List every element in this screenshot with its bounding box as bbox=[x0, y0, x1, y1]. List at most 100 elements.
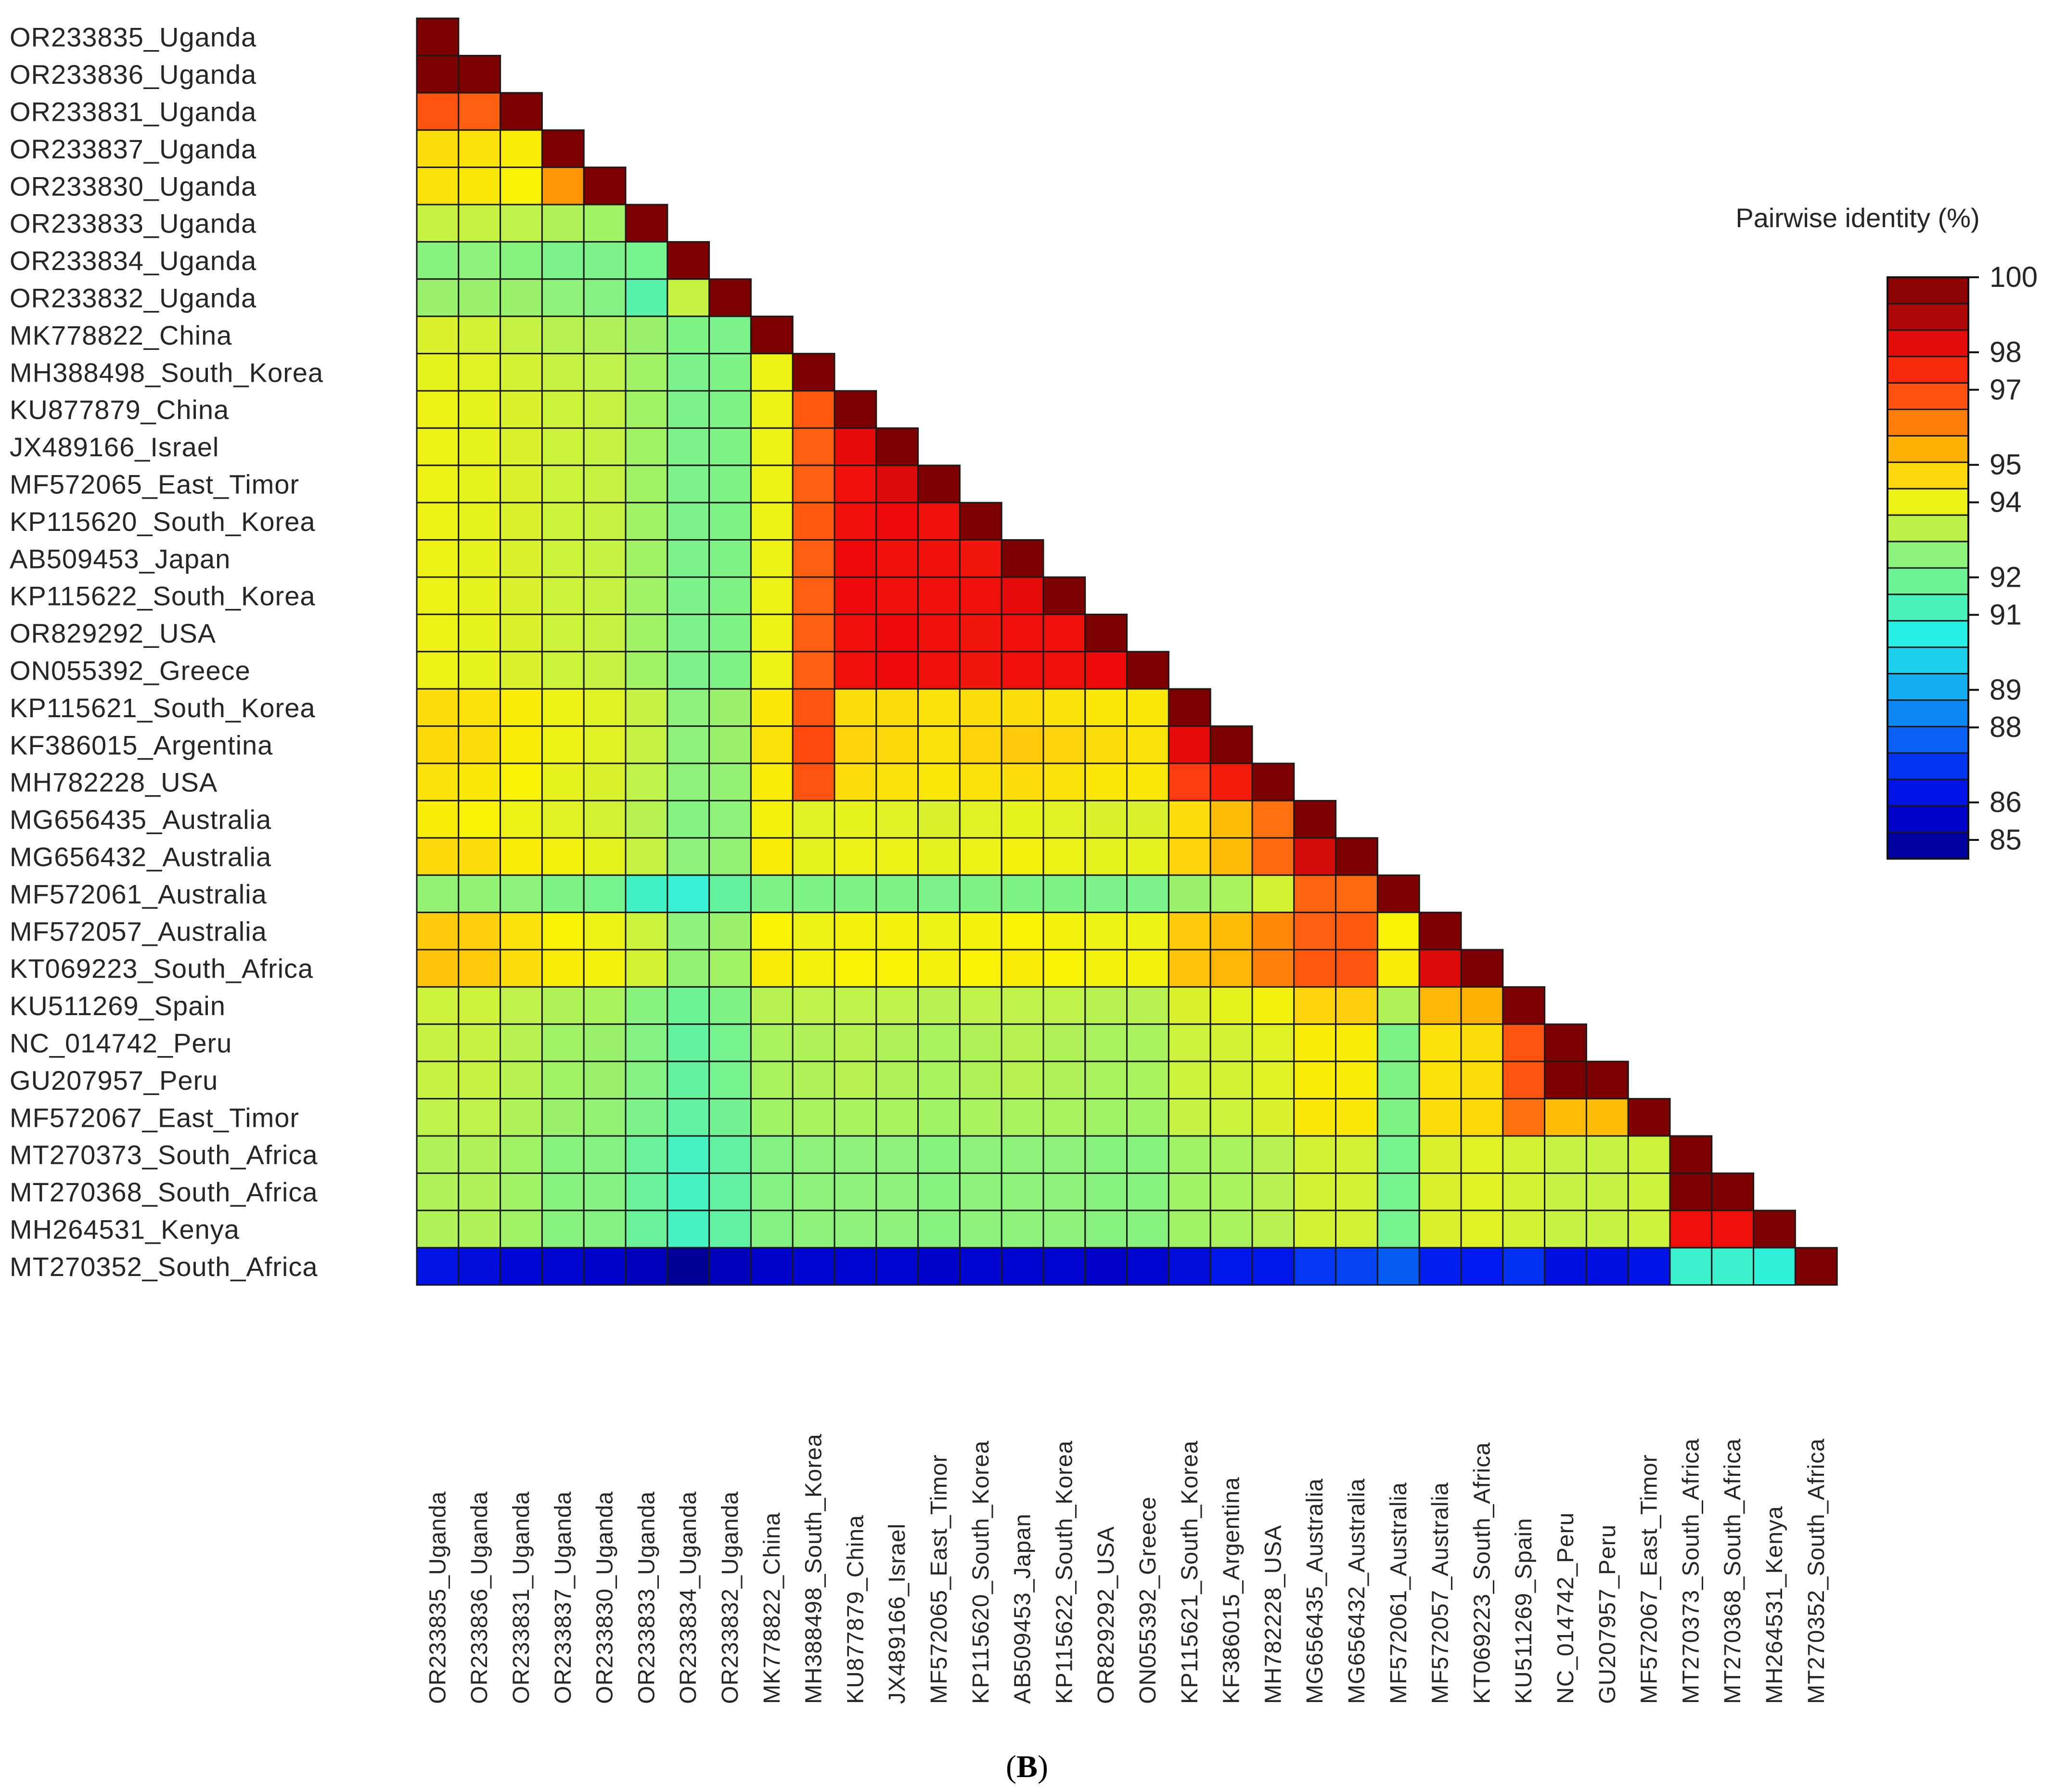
column-label: MH782228_USA bbox=[1260, 1525, 1286, 1704]
heatmap-cell bbox=[541, 874, 585, 914]
heatmap-cell bbox=[1001, 725, 1044, 764]
heatmap-cell bbox=[875, 1098, 919, 1137]
heatmap-cell bbox=[1376, 1098, 1420, 1137]
heatmap-cell bbox=[667, 539, 710, 578]
column-label: MT270373_South_Africa bbox=[1678, 1438, 1704, 1704]
heatmap-cell bbox=[500, 799, 543, 839]
heatmap-cell bbox=[458, 502, 501, 541]
heatmap-cell bbox=[1209, 1210, 1253, 1249]
heatmap-cell bbox=[583, 278, 627, 317]
heatmap-cell bbox=[708, 986, 752, 1025]
column-label: MF572065_East_Timor bbox=[926, 1454, 952, 1704]
heatmap-cell bbox=[416, 241, 460, 280]
heatmap-cell bbox=[625, 390, 668, 429]
heatmap-cell bbox=[458, 576, 501, 615]
heatmap-cell bbox=[834, 762, 877, 801]
heatmap-cell bbox=[1168, 799, 1211, 839]
row-label: KP115621_South_Korea bbox=[10, 693, 315, 723]
heatmap-cell bbox=[834, 1247, 877, 1286]
heatmap-cell bbox=[500, 1023, 543, 1062]
heatmap-cell bbox=[1293, 1247, 1337, 1286]
heatmap-cell bbox=[541, 1098, 585, 1137]
column-label: OR233835_Uganda bbox=[425, 1491, 450, 1704]
heatmap-cell bbox=[1042, 837, 1086, 876]
heatmap-cell bbox=[1502, 1023, 1546, 1062]
heatmap-cell bbox=[667, 651, 710, 690]
column-label: MG656435_Australia bbox=[1302, 1478, 1328, 1704]
heatmap-cell bbox=[541, 241, 585, 280]
heatmap-cell bbox=[959, 799, 1002, 839]
heatmap-cell bbox=[500, 427, 543, 466]
heatmap-cell bbox=[875, 837, 919, 876]
heatmap-cell bbox=[458, 949, 501, 988]
heatmap-cell bbox=[1711, 1210, 1755, 1249]
heatmap-cell bbox=[416, 502, 460, 541]
heatmap-cell bbox=[625, 613, 668, 653]
heatmap-cell bbox=[667, 1098, 710, 1137]
heatmap-cell bbox=[1585, 1247, 1629, 1286]
heatmap-cell bbox=[583, 1210, 627, 1249]
heatmap-cell bbox=[1251, 1135, 1295, 1174]
heatmap-cell bbox=[1126, 837, 1169, 876]
heatmap-cell bbox=[667, 278, 710, 317]
heatmap-cell bbox=[917, 502, 961, 541]
heatmap-cell bbox=[500, 390, 543, 429]
heatmap-cell bbox=[1460, 1210, 1504, 1249]
row-label: OR233837_Uganda bbox=[10, 134, 257, 164]
colorbar-band bbox=[1887, 303, 1969, 331]
heatmap-cell bbox=[1042, 1098, 1086, 1137]
heatmap-cell bbox=[1251, 1247, 1295, 1286]
heatmap-cell bbox=[708, 613, 752, 653]
heatmap-cell bbox=[708, 539, 752, 578]
column-label: MH264531_Kenya bbox=[1762, 1506, 1787, 1704]
heatmap-cell bbox=[959, 949, 1002, 988]
colorbar-band bbox=[1887, 567, 1969, 595]
heatmap-cell bbox=[834, 1135, 877, 1174]
heatmap-cell bbox=[1042, 874, 1086, 914]
heatmap-cell bbox=[1293, 1060, 1337, 1100]
row-label: MH782228_USA bbox=[10, 767, 218, 798]
heatmap-cell bbox=[708, 651, 752, 690]
heatmap-cell bbox=[416, 651, 460, 690]
heatmap-cell bbox=[1585, 1060, 1629, 1100]
heatmap-cell bbox=[834, 688, 877, 727]
colorbar-tick-label: 88 bbox=[1990, 711, 2022, 743]
heatmap-cell bbox=[625, 576, 668, 615]
heatmap-cell bbox=[1209, 912, 1253, 951]
heatmap-cell bbox=[541, 390, 585, 429]
heatmap-cell bbox=[583, 688, 627, 727]
heatmap-cell bbox=[750, 799, 794, 839]
colorbar-band bbox=[1887, 461, 1969, 490]
heatmap-cell bbox=[1418, 1172, 1462, 1212]
heatmap-cell bbox=[500, 1247, 543, 1286]
heatmap-cell bbox=[1502, 1098, 1546, 1137]
heatmap-cell bbox=[416, 315, 460, 355]
heatmap-cell bbox=[1168, 949, 1211, 988]
heatmap-cell bbox=[1209, 1247, 1253, 1286]
heatmap-cell bbox=[1293, 1210, 1337, 1249]
heatmap-cell bbox=[708, 688, 752, 727]
heatmap-cell bbox=[458, 92, 501, 131]
heatmap-cell bbox=[1084, 613, 1128, 653]
heatmap-cell bbox=[541, 1023, 585, 1062]
heatmap-cell bbox=[708, 315, 752, 355]
heatmap-cell bbox=[1335, 1098, 1378, 1137]
heatmap-cell bbox=[1001, 912, 1044, 951]
heatmap-cell bbox=[792, 986, 835, 1025]
heatmap-cell bbox=[500, 762, 543, 801]
heatmap-cell bbox=[541, 502, 585, 541]
colorbar-tick-label: 98 bbox=[1990, 336, 2022, 368]
colorbar-band bbox=[1887, 435, 1969, 463]
heatmap-cell bbox=[1209, 874, 1253, 914]
heatmap-cell bbox=[917, 1060, 961, 1100]
heatmap-cell bbox=[959, 912, 1002, 951]
heatmap-cell bbox=[416, 278, 460, 317]
heatmap-cell bbox=[667, 1172, 710, 1212]
heatmap-cell bbox=[541, 1210, 585, 1249]
heatmap-cell bbox=[834, 912, 877, 951]
column-label: KP115621_South_Korea bbox=[1177, 1440, 1203, 1704]
heatmap-cell bbox=[917, 1023, 961, 1062]
heatmap-cell bbox=[416, 799, 460, 839]
heatmap-cell bbox=[959, 539, 1002, 578]
heatmap-cell bbox=[416, 204, 460, 243]
